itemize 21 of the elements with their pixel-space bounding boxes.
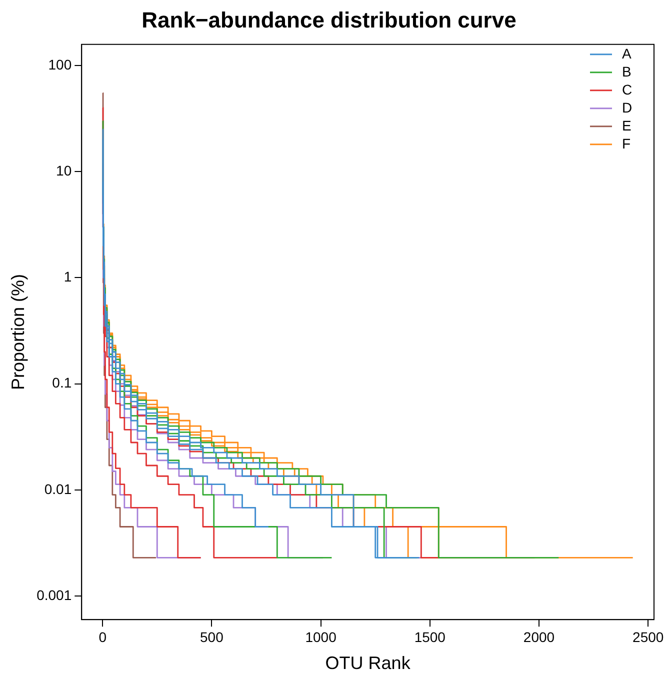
x-tick-label: 1000 bbox=[305, 628, 337, 645]
chart-title: Rank−abundance distribution curve bbox=[142, 7, 516, 32]
legend-label: E bbox=[622, 117, 632, 134]
y-tick-label: 1 bbox=[64, 268, 72, 285]
y-tick-label: 10 bbox=[56, 162, 72, 178]
y-tick-label: 0.001 bbox=[36, 586, 72, 603]
legend-label: B bbox=[622, 63, 632, 80]
y-axis-title: Proportion (%) bbox=[8, 274, 28, 390]
y-tick-label: 100 bbox=[48, 56, 72, 72]
legend-label: D bbox=[622, 99, 632, 116]
x-tick-label: 500 bbox=[200, 628, 224, 645]
legend-label: C bbox=[622, 81, 632, 98]
legend-label: F bbox=[622, 135, 631, 152]
x-tick-label: 1500 bbox=[414, 628, 446, 645]
legend-label: A bbox=[622, 45, 632, 62]
x-axis-title: OTU Rank bbox=[325, 653, 412, 674]
x-tick-label: 2000 bbox=[523, 628, 555, 645]
x-tick-label: 2500 bbox=[632, 628, 664, 645]
y-tick-label: 0.01 bbox=[44, 480, 72, 497]
x-tick-label: 0 bbox=[98, 628, 107, 645]
y-tick-label: 0.1 bbox=[52, 374, 72, 391]
